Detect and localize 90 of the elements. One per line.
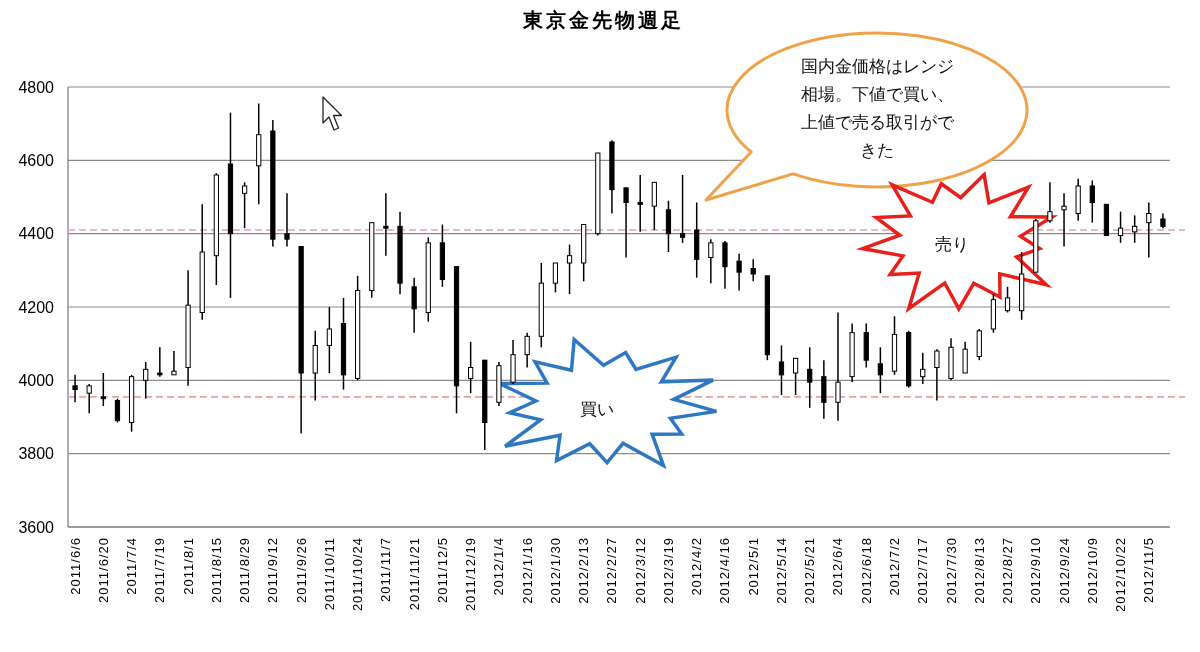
y-tick-label: 3600 [18, 518, 55, 536]
candlestick [750, 258, 756, 283]
candlestick [411, 276, 417, 334]
x-tick-label: 2011/10/11 [321, 537, 337, 611]
x-tick-label: 2012/5/21 [802, 537, 818, 604]
x-tick-label: 2011/8/1 [180, 537, 196, 595]
y-tick-label: 4000 [18, 371, 55, 389]
candlestick [1089, 179, 1095, 224]
candlestick [623, 187, 629, 259]
candlestick [1117, 210, 1124, 244]
x-tick-label: 2011/9/26 [293, 537, 309, 603]
candlestick [284, 192, 290, 248]
y-tick-label: 4200 [18, 298, 55, 316]
y-tick-label: 3800 [18, 445, 55, 463]
x-tick-label: 2011/11/21 [406, 537, 422, 611]
candlestick [722, 240, 728, 290]
x-tick-label: 2012/6/4 [830, 537, 846, 596]
candlestick [835, 311, 841, 422]
x-tick-label: 2012/1/30 [547, 537, 563, 604]
x-tick-label: 2012/10/9 [1084, 537, 1100, 604]
x-tick-label: 2011/6/20 [95, 537, 111, 603]
annotation: 買い [580, 399, 614, 419]
y-tick-label: 4400 [18, 225, 55, 243]
x-tick-label: 2012/7/2 [887, 537, 902, 596]
x-tick-label: 2011/11/7 [378, 537, 394, 602]
x-tick-label: 2011/8/29 [237, 537, 253, 603]
candlestick [143, 361, 149, 400]
y-tick-label: 4600 [18, 151, 55, 169]
candlestick [934, 348, 940, 402]
annotation: 売り [935, 234, 969, 254]
candlestick [72, 374, 78, 404]
x-tick-label: 2011/9/12 [265, 537, 281, 603]
x-tick-label: 2012/5/14 [773, 537, 789, 604]
x-tick-label: 2012/6/18 [858, 537, 874, 604]
x-tick-label: 2011/10/24 [350, 537, 366, 612]
y-tick-label: 4800 [18, 78, 55, 96]
candlestick [566, 243, 573, 295]
x-tick-label: 2012/7/17 [915, 537, 931, 604]
candlestick [1004, 286, 1011, 314]
x-tick-label: 2012/1/16 [519, 537, 535, 604]
candlestick [1047, 181, 1053, 224]
x-tick-label: 2012/1/4 [491, 537, 507, 596]
x-tick-label: 2012/3/19 [660, 537, 676, 604]
x-tick-label: 2011/8/15 [208, 537, 224, 603]
x-tick-label: 2012/5/1 [745, 537, 761, 596]
candlestick [962, 341, 968, 374]
candlestick [637, 174, 643, 233]
candlestick [100, 372, 106, 407]
candlestick [86, 383, 92, 415]
candlestick [1061, 192, 1067, 248]
x-tick-label: 2011/6/6 [67, 537, 83, 595]
candlestick [171, 350, 177, 376]
candlestick [792, 357, 799, 396]
candlestick [679, 174, 686, 244]
candlestick [708, 238, 714, 284]
chart-title: 東京金先物週足 [521, 9, 684, 31]
candlestick [1132, 214, 1138, 244]
candlestick [778, 344, 785, 396]
x-tick-label: 2012/3/12 [632, 537, 648, 604]
candlestick [241, 181, 248, 229]
x-tick-label: 2012/2/13 [576, 537, 592, 604]
candlestick [807, 346, 813, 409]
candlestick [326, 306, 332, 374]
x-tick-label: 2011/7/4 [124, 537, 140, 595]
x-tick-label: 2012/4/16 [717, 537, 733, 604]
x-tick-label: 2012/9/24 [1056, 537, 1072, 604]
candlestick [1146, 201, 1152, 259]
candlestick [383, 192, 389, 257]
candlestick [736, 253, 742, 292]
candlestick [552, 262, 559, 294]
candlestick [157, 346, 163, 378]
x-tick-label: 2011/7/19 [152, 537, 168, 603]
annotation: 国内金価格はレンジ相場。下値で買い、上値で売る取引ができた [800, 56, 955, 160]
x-tick-label: 2012/11/5 [1141, 537, 1157, 603]
candlestick [877, 346, 883, 394]
candlestick [665, 199, 672, 253]
x-tick-label: 2012/9/10 [1028, 537, 1044, 604]
x-tick-label: 2012/7/30 [943, 537, 959, 604]
x-tick-label: 2012/10/22 [1113, 537, 1129, 613]
candlestick [920, 352, 926, 385]
x-tick-label: 2012/4/2 [689, 537, 705, 596]
candlestick [651, 181, 657, 231]
candlestick [468, 341, 474, 394]
x-tick-label: 2011/12/5 [434, 537, 450, 603]
candlestick [524, 331, 530, 369]
x-tick-label: 2012/2/27 [604, 537, 620, 604]
x-tick-label: 2012/8/13 [971, 537, 987, 604]
x-tick-label: 2011/12/19 [463, 537, 479, 612]
x-tick-label: 2012/8/27 [1000, 537, 1016, 604]
candlestick [114, 397, 121, 424]
